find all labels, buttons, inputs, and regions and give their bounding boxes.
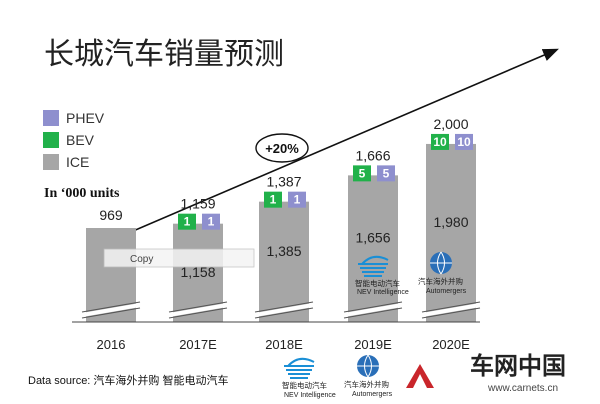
x-tick-label-2017E: 2017E (179, 337, 217, 352)
data-source: Data source: 汽车海外并购 智能电动汽车 (28, 373, 228, 387)
nev-logo-cn: 智能电动汽车 (355, 278, 400, 288)
x-tick-label-2016: 2016 (97, 337, 126, 352)
bars: 969 2016 1,158 1 1 1,159 2017E 1,385 1 1 1,387 2018… (81, 116, 481, 352)
axis-break-line-a-2020E (421, 301, 481, 313)
chart-title: 长城汽车销量预测 (44, 37, 284, 72)
automergers-logo-bar: 汽车海外并购 Automergers (418, 251, 467, 295)
copy-label[interactable]: Copy (130, 254, 153, 265)
automergers-logo-cn: 汽车海外并购 (418, 276, 463, 286)
legend-label-ice: ICE (66, 154, 89, 170)
nev-logo-footer: 智能电动汽车 NEV Intelligence (282, 357, 336, 399)
x-tick-label-2020E: 2020E (432, 337, 470, 352)
axis-break-line-a-2016 (81, 301, 141, 313)
total-value-label-2018E: 1,387 (266, 174, 301, 190)
phev-value-label-2017E: 1 (208, 215, 215, 229)
bev-value-label-2017E: 1 (184, 215, 191, 229)
ice-value-label-2016: 969 (99, 207, 123, 223)
bar-phev-2020E (455, 133, 473, 150)
bar-ice-2018E (259, 201, 309, 322)
legend-label-bev: BEV (66, 132, 95, 148)
bar-phev-2019E (377, 165, 395, 182)
bar-ice-2020E (426, 143, 476, 322)
copy-overlay[interactable]: Copy (103, 248, 255, 268)
axis-break-line-a-2019E (343, 301, 403, 313)
axis-break-line-b-2019E (343, 307, 403, 319)
carnets-brand: 车网中国 www.carnets.cn (406, 352, 566, 394)
automergers-logo-footer: 汽车海外并购 Automergers (344, 354, 393, 398)
growth-label: +20% (265, 141, 299, 156)
ice-value-label-2020E: 1,980 (433, 214, 468, 230)
nev-logo-footer-cn: 智能电动汽车 (282, 380, 327, 390)
brand-url: www.carnets.cn (487, 383, 558, 394)
axis-break-gap-2020E (421, 303, 481, 317)
ice-value-label-2017E: 1,158 (180, 264, 215, 280)
legend: PHEV BEV ICE (43, 110, 105, 170)
legend-swatch-phev (43, 110, 59, 126)
bar-ice-2019E (348, 175, 398, 322)
brand-name: 车网中国 (470, 352, 566, 380)
bev-value-label-2019E: 5 (359, 166, 366, 180)
automergers-logo-footer-en: Automergers (352, 391, 393, 398)
nev-logo-bar: 智能电动汽车 NEV Intelligence (355, 255, 409, 296)
bar-bev-2019E (353, 165, 371, 182)
bar-bev-2017E (178, 213, 196, 230)
phev-value-label-2020E: 10 (457, 135, 471, 149)
total-value-label-2020E: 2,000 (433, 116, 468, 132)
nev-logo-footer-en: NEV Intelligence (284, 392, 336, 399)
bar-phev-2017E (202, 213, 220, 230)
legend-swatch-ice (43, 154, 59, 170)
x-tick-label-2018E: 2018E (265, 337, 303, 352)
legend-swatch-bev (43, 132, 59, 148)
axis-break-gap-2019E (343, 303, 403, 317)
axis-break-gap-2018E (254, 303, 314, 317)
x-tick-label-2019E: 2019E (354, 337, 392, 352)
growth-arrow (111, 48, 559, 241)
axis-break-line-b-2016 (81, 307, 141, 319)
axis-break-line-b-2018E (254, 307, 314, 319)
axis-break-line-a-2017E (168, 301, 228, 313)
axis-break-gap-2016 (81, 303, 141, 317)
bev-value-label-2020E: 10 (433, 135, 447, 149)
automergers-logo-en: Automergers (426, 288, 467, 295)
nev-logo-icon (358, 255, 389, 277)
axis-break-line-b-2017E (168, 307, 228, 319)
bar-phev-2018E (288, 191, 306, 208)
growth-badge: +20% (255, 133, 309, 163)
carnets-logo-icon (406, 364, 434, 388)
bar-bev-2020E (431, 133, 449, 150)
axis-break-gap-2017E (168, 303, 228, 317)
unit-label: In ‘000 units (44, 186, 120, 201)
bar-bev-2018E (264, 191, 282, 208)
automergers-logo-footer-cn: 汽车海外并购 (344, 379, 389, 389)
bev-value-label-2018E: 1 (270, 193, 277, 207)
axis-break-line-b-2020E (421, 307, 481, 319)
legend-label-phev: PHEV (66, 110, 105, 126)
ice-value-label-2018E: 1,385 (266, 243, 301, 259)
axis-break-line-a-2018E (254, 301, 314, 313)
total-value-label-2019E: 1,666 (355, 147, 390, 163)
phev-value-label-2019E: 5 (383, 166, 390, 180)
phev-value-label-2018E: 1 (294, 193, 301, 207)
ice-value-label-2019E: 1,656 (355, 230, 390, 246)
nev-logo-en: NEV Intelligence (357, 289, 409, 296)
total-value-label-2017E: 1,159 (180, 196, 215, 212)
